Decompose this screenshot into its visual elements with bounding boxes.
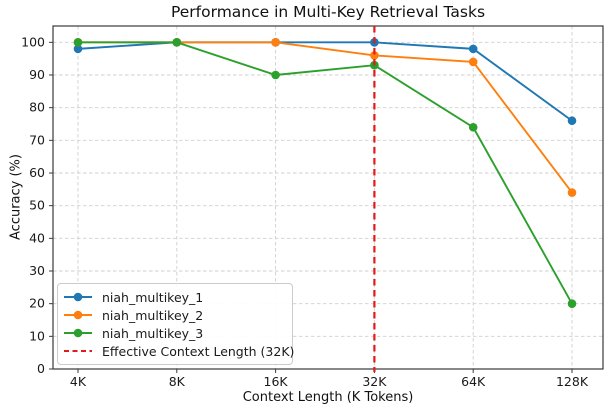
legend-label: niah_multikey_3 — [102, 325, 204, 341]
series-line-niah_multikey_1 — [77, 41, 573, 122]
y-tick-label: 40 — [29, 230, 45, 245]
y-tick-label: 20 — [29, 296, 45, 311]
data-point-niah_multikey_3 — [468, 122, 478, 132]
legend-item: niah_multikey_2 — [63, 306, 286, 324]
data-point-niah_multikey_3 — [73, 38, 83, 47]
series-line-niah_multikey_3 — [78, 41, 573, 305]
chart-legend: niah_multikey_1 niah_multikey_2 niah_multi… — [57, 283, 294, 365]
y-tick-label: 10 — [29, 328, 45, 343]
data-point-niah_multikey_3 — [172, 38, 182, 47]
y-tick-label: 0 — [37, 361, 45, 376]
y-axis-label: Accuracy (%) — [8, 154, 24, 240]
x-tick-label: 16K — [264, 374, 289, 389]
y-tick-label: 60 — [29, 165, 45, 180]
x-tick-label: 128K — [556, 374, 589, 389]
plot-border — [52, 25, 604, 370]
x-tick-label: 4K — [70, 374, 87, 389]
y-tick-label: 70 — [29, 132, 45, 147]
data-point-niah_multikey_1 — [73, 44, 83, 54]
data-point-niah_multikey_3 — [567, 299, 577, 308]
data-point-niah_multikey_1 — [567, 116, 577, 126]
legend-line-dot-marker-icon — [64, 292, 92, 302]
legend-label: niah_multikey_1 — [102, 289, 204, 305]
data-point-niah_multikey_2 — [271, 38, 280, 47]
y-tick-label: 100 — [21, 34, 45, 49]
x-tick-label: 32K — [362, 374, 387, 389]
x-axis-label: Context Length (K Tokens) — [242, 390, 414, 405]
legend-item: niah_multikey_1 — [63, 288, 286, 306]
x-tick-label: 8K — [169, 374, 186, 389]
data-point-niah_multikey_1 — [468, 44, 478, 54]
chart-title: Performance in Multi-Key Retrieval Tasks — [170, 3, 486, 21]
legend-dash-marker-icon — [64, 350, 92, 352]
legend-item: niah_multikey_3 — [63, 324, 286, 342]
y-tick-label: 30 — [29, 263, 45, 278]
data-point-niah_multikey_2 — [567, 188, 577, 197]
x-tick-label: 64K — [461, 374, 486, 389]
data-point-niah_multikey_3 — [271, 70, 280, 80]
y-tick-label: 50 — [29, 198, 45, 213]
y-tick-label: 80 — [29, 100, 45, 115]
legend-item: Effective Context Length (32K) — [63, 342, 294, 360]
legend-line-dot-marker-icon — [64, 328, 92, 338]
y-tick-label: 90 — [29, 67, 45, 82]
data-point-niah_multikey_2 — [370, 51, 379, 60]
data-point-niah_multikey_2 — [468, 57, 478, 67]
legend-label: niah_multikey_2 — [102, 307, 204, 323]
legend-label: Effective Context Length (32K) — [102, 343, 295, 359]
legend-line-dot-marker-icon — [64, 310, 92, 320]
